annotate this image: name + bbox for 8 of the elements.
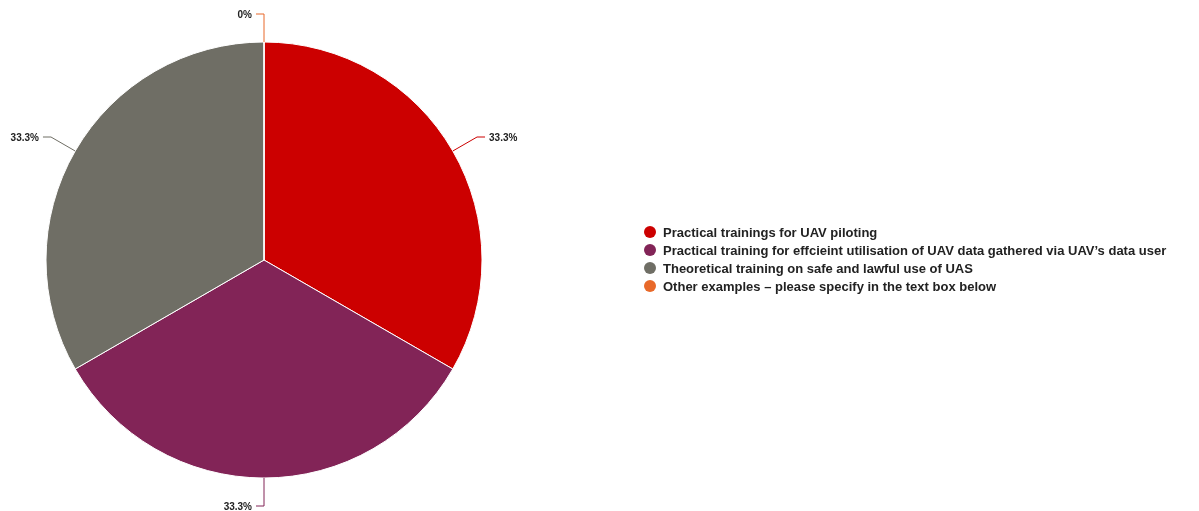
legend-label: Theoretical training on safe and lawful use of UAS: [663, 260, 974, 276]
legend-label: Practical trainings for UAV piloting: [663, 224, 878, 240]
legend-label: Practical training for effcieint utilisation of UAV data gathered via UAV’s data user: [663, 242, 1167, 258]
data-label: 33.3%: [489, 131, 518, 143]
data-label: 33.3%: [10, 131, 40, 143]
legend-label: Other examples – please specify in the text box below: [663, 278, 997, 294]
data-label: 33.3%: [223, 500, 253, 511]
text: 0%: [237, 8, 252, 20]
